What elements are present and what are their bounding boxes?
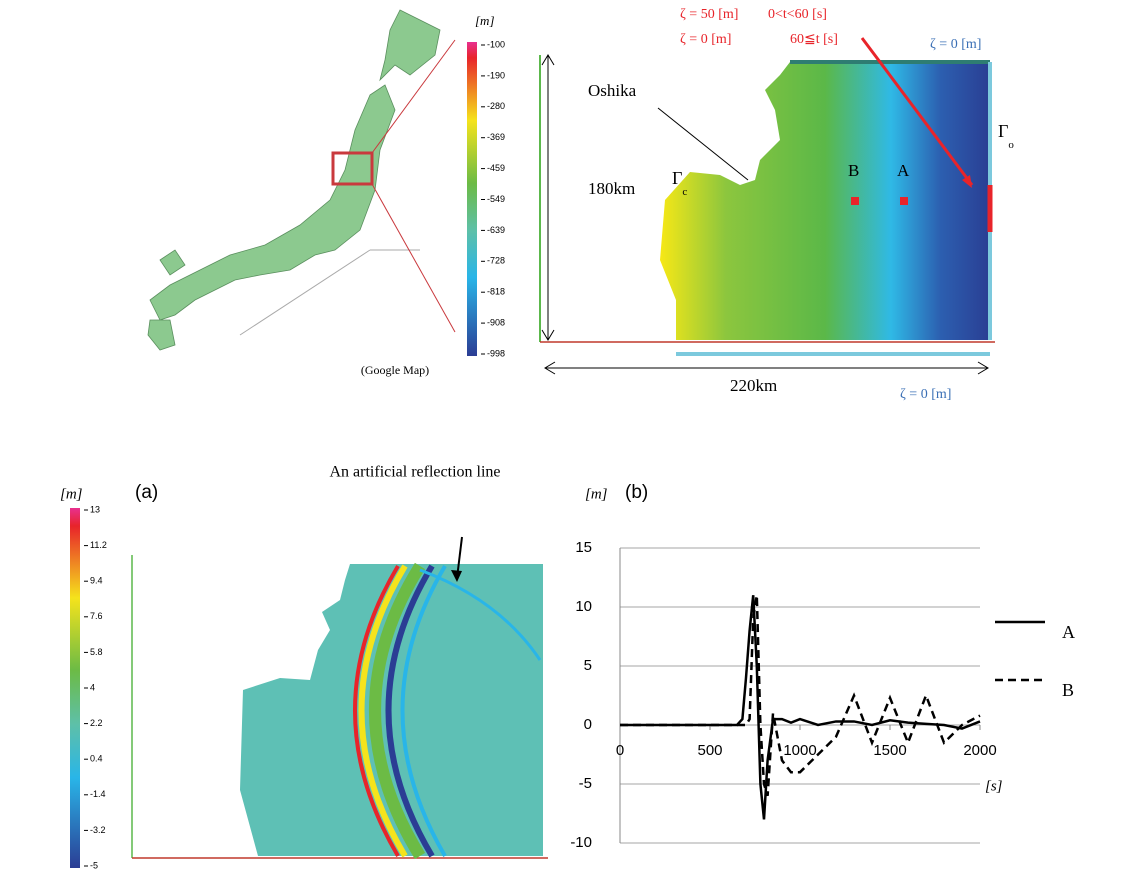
colorbar-tick-label: 0.4 [90, 754, 103, 764]
colorbar-tick-label: -5 [90, 860, 98, 870]
colorbar-tick-label: -3.2 [90, 825, 106, 835]
map-source: (Google Map) [361, 363, 429, 377]
x-tick-label: 1500 [873, 742, 906, 759]
colorbar-tick-label: -459 [487, 163, 505, 173]
boundary-label: ζ = 0 [m] [930, 37, 981, 52]
colorbar-tick-label: 11.2 [90, 540, 107, 550]
subscript: o [1008, 139, 1014, 151]
colorbar-tick-label: -100 [487, 39, 505, 49]
colorbar-tick-label: -908 [487, 317, 505, 327]
colorbar-tick-label: -818 [487, 287, 505, 297]
colorbar-tick-label: 4 [90, 682, 95, 692]
colorbar [70, 508, 80, 868]
y-tick-label: -10 [570, 834, 592, 851]
colorbar-tick-label: -190 [487, 70, 505, 80]
x-tick-label: 1000 [783, 742, 816, 759]
inflow-time: 60≦t [s] [790, 32, 838, 47]
gamma: Γ [672, 168, 682, 188]
point-label: A [897, 161, 910, 180]
panel-label: (a) [135, 482, 158, 503]
colorbar-tick-label: 2.2 [90, 718, 103, 728]
boundary-label: ζ = 0 [m] [900, 387, 951, 402]
point-label: B [848, 161, 859, 180]
gamma-o: Γo [998, 121, 1014, 150]
y-tick-label: 0 [584, 716, 592, 733]
annotation: An artificial reflection line [329, 464, 500, 481]
x-axis-label: [s] [985, 778, 1003, 794]
colorbar-tick-label: 7.6 [90, 611, 103, 621]
colorbar-tick-label: 9.4 [90, 576, 103, 586]
place-label: Oshika [588, 81, 637, 100]
y-tick-label: 5 [584, 657, 592, 674]
panel-label: (b) [625, 482, 648, 503]
colorbar-tick-label: -369 [487, 132, 505, 142]
height-label: 180km [588, 179, 635, 198]
colorbar-tick-label: -639 [487, 225, 505, 235]
y-axis-label: [m] [585, 486, 608, 502]
colorbar-unit: [m] [475, 13, 495, 28]
x-tick-label: 500 [697, 742, 722, 759]
colorbar-tick-label: 5.8 [90, 647, 103, 657]
figure: (Google Map) [m] ζ = 50 [m] 0<t<60 [s] ζ… [0, 0, 1143, 877]
inflow-label: ζ = 50 [m] [680, 7, 738, 22]
wave-field [132, 537, 548, 858]
x-tick-label: 2000 [963, 742, 996, 759]
y-tick-label: -5 [579, 775, 592, 792]
japan-map [148, 10, 455, 350]
subscript: c [682, 186, 687, 198]
series-line [620, 595, 980, 819]
inflow-label: ζ = 0 [m] [680, 32, 731, 47]
y-tick-label: 15 [575, 539, 592, 556]
inflow-time: 0<t<60 [s] [768, 7, 827, 22]
legend-label: B [1062, 680, 1074, 700]
colorbar-tick-label: -1.4 [90, 789, 106, 799]
colorbar-tick-label: -998 [487, 348, 505, 358]
x-tick-label: 0 [616, 742, 624, 759]
y-tick-label: 10 [575, 598, 592, 615]
colorbar [467, 42, 477, 356]
colorbar-tick-label: 13 [90, 504, 100, 514]
colorbar-tick-label: -728 [487, 256, 505, 266]
series-line [620, 595, 980, 796]
gamma: Γ [998, 121, 1008, 141]
colorbar-tick-label: -549 [487, 194, 505, 204]
legend-label: A [1062, 622, 1075, 642]
colorbar-unit: [m] [60, 486, 83, 502]
width-label: 220km [730, 376, 777, 395]
colorbar-tick-label: -280 [487, 101, 505, 111]
